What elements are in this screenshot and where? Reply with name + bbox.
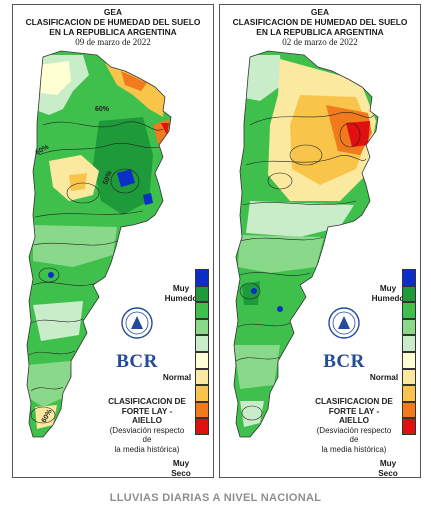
bcr-brand-name: BCR <box>116 351 158 372</box>
isoline-label: 60% <box>95 106 110 113</box>
legend-swatch <box>195 401 209 419</box>
legend-swatch <box>195 418 209 435</box>
argentina-moisture-map: 60% 60% 50% 60% <box>26 50 172 438</box>
legend-swatch <box>195 335 209 352</box>
legend-swatch <box>402 269 416 286</box>
legend-swatch <box>402 401 416 419</box>
classification-source: CLASIFICACION DE FORTE LAY - AIELLO (Des… <box>315 397 393 454</box>
map-header: GEA CLASIFICACION DE HUMEDAD DEL SUELO E… <box>220 7 420 47</box>
legend-swatch <box>402 368 416 386</box>
bcr-seal-logo <box>328 307 360 339</box>
classification-source: CLASIFICACION DE FORTE LAY - AIELLO (Des… <box>108 397 186 454</box>
legend-label-normal: Normal <box>369 373 399 382</box>
header-agency: GEA <box>310 7 330 17</box>
header-agency: GEA <box>103 7 123 17</box>
soil-moisture-map-panel: GEA CLASIFICACION DE HUMEDAD DEL SUELO E… <box>12 4 214 478</box>
legend-swatch <box>195 302 209 319</box>
legend-label-normal: Normal <box>162 373 192 382</box>
legend-swatch <box>195 385 209 402</box>
legend-swatch <box>402 385 416 402</box>
isoline-label: 50% <box>102 169 114 185</box>
legend-label-very-wet: Muy Humedo <box>164 284 198 303</box>
legend-swatch <box>402 285 416 303</box>
legend-label-very-wet: Muy Humedo <box>371 284 405 303</box>
legend-label-very-dry: Muy Seco <box>171 459 191 478</box>
map-date: 09 de marzo de 2022 <box>75 37 151 47</box>
legend-label-very-dry: Muy Seco <box>378 459 398 478</box>
legend-swatch <box>195 351 209 369</box>
legend-swatch <box>402 351 416 369</box>
header-subtitle: EN LA REPUBLICA ARGENTINA <box>49 27 177 37</box>
header-subtitle: EN LA REPUBLICA ARGENTINA <box>256 27 384 37</box>
bcr-seal-logo <box>121 307 153 339</box>
legend-swatch <box>402 318 416 336</box>
legend-swatch <box>402 302 416 319</box>
bcr-brand-name: BCR <box>323 351 365 372</box>
header-title: CLASIFICACION DE HUMEDAD DEL SUELO <box>232 17 408 27</box>
header-title: CLASIFICACION DE HUMEDAD DEL SUELO <box>25 17 201 27</box>
legend-swatch <box>195 368 209 386</box>
argentina-moisture-map <box>233 50 379 438</box>
legend-swatch <box>402 335 416 352</box>
soil-moisture-map-panel: GEA CLASIFICACION DE HUMEDAD DEL SUELO E… <box>219 4 421 478</box>
legend-swatch <box>195 318 209 336</box>
legend-color-scale <box>195 269 209 435</box>
legend-swatch <box>195 285 209 303</box>
legend-color-scale <box>402 269 416 435</box>
legend-swatch <box>402 418 416 435</box>
legend-swatch <box>195 269 209 286</box>
map-header: GEA CLASIFICACION DE HUMEDAD DEL SUELO E… <box>13 7 213 47</box>
map-date: 02 de marzo de 2022 <box>282 37 358 47</box>
page-footer-caption: LLUVIAS DIARIAS A NIVEL NACIONAL <box>109 492 322 504</box>
